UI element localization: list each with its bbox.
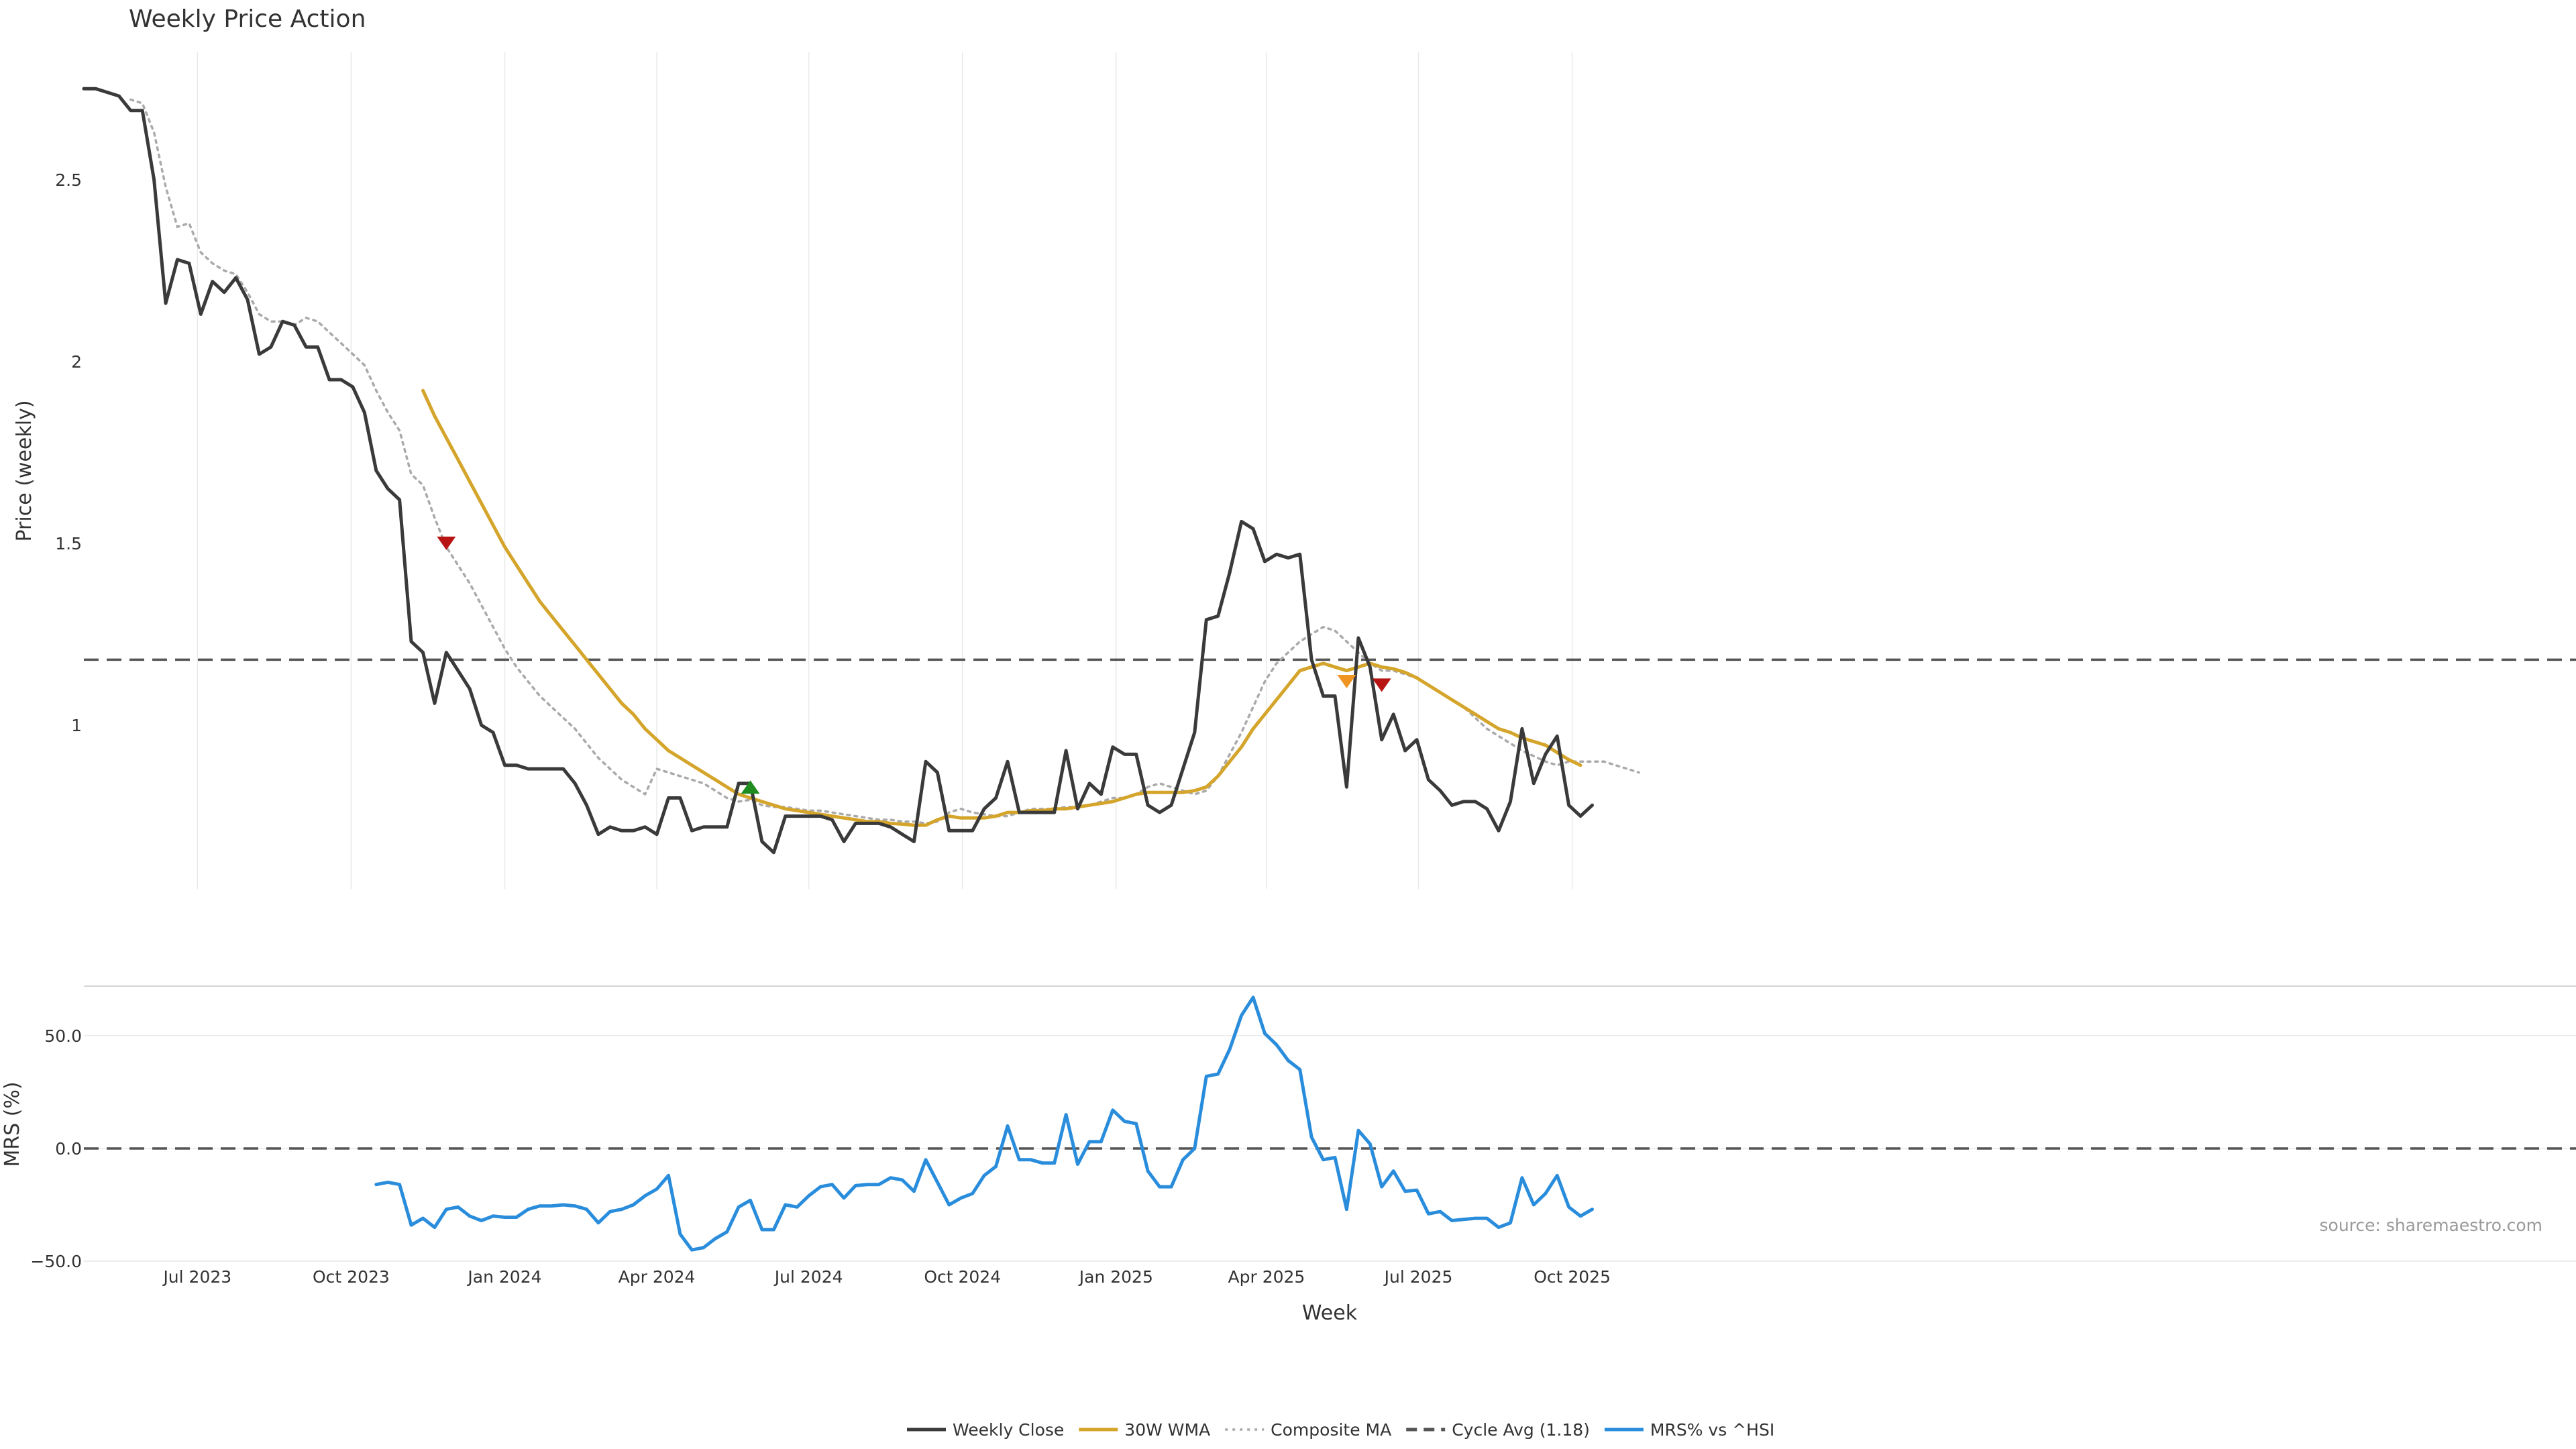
- x-tick-label: Jul 2024: [773, 1267, 843, 1287]
- legend-item: Weekly Close: [907, 1420, 1064, 1440]
- price-y-tick-label: 1: [71, 716, 82, 735]
- weekly-close-line: [82, 87, 1594, 855]
- x-tick-label: Oct 2025: [1534, 1267, 1611, 1287]
- mrs-y-tick-label: −50.0: [30, 1252, 82, 1271]
- signal-markers: [437, 536, 1391, 794]
- price-y-tick-labels: 1 1.5 2 2.5: [55, 170, 82, 735]
- legend-label: Cycle Avg (1.18): [1452, 1420, 1590, 1440]
- x-tick-label: Oct 2023: [313, 1267, 390, 1287]
- legend-label: Weekly Close: [953, 1420, 1064, 1440]
- mrs-y-tick-label: 0.0: [55, 1139, 82, 1159]
- x-tick-label: Oct 2024: [924, 1267, 1001, 1287]
- mrs-y-tick-label: 50.0: [44, 1026, 82, 1046]
- legend: Weekly Close 30W WMA Composite MA Cycle Avg…: [907, 1420, 1774, 1440]
- price-y-axis-label: Price (weekly): [13, 400, 36, 541]
- price-series-lines: [82, 87, 1640, 855]
- x-tick-labels: Jul 2023 Oct 2023 Jan 2024 Apr 2024 Jul 2024…: [162, 1267, 1611, 1287]
- x-tick-label: Apr 2025: [1228, 1267, 1305, 1287]
- legend-label: 30W WMA: [1124, 1420, 1210, 1440]
- x-tick-label: Jan 2025: [1078, 1267, 1153, 1287]
- source-watermark: source: sharemaestro.com: [2320, 1216, 2543, 1235]
- x-tick-label: Jul 2023: [162, 1267, 231, 1287]
- composite-ma-line: [129, 98, 1640, 825]
- legend-item: MRS% vs ^HSI: [1604, 1420, 1774, 1440]
- price-y-tick-label: 2.5: [55, 170, 82, 190]
- mrs-y-axis-label: MRS (%): [1, 1081, 24, 1167]
- price-panel-gridlines: [197, 52, 1573, 889]
- legend-label: Composite MA: [1271, 1420, 1391, 1440]
- sell-signal-marker: [437, 536, 456, 550]
- price-y-tick-label: 1.5: [55, 534, 82, 553]
- price-y-tick-label: 2: [71, 352, 82, 372]
- mrs-y-tick-labels: −50.0 0.0 50.0: [30, 1026, 82, 1271]
- x-axis-label: Week: [1302, 1301, 1358, 1325]
- buy-signal-marker: [741, 780, 760, 794]
- legend-item: 30W WMA: [1079, 1420, 1210, 1440]
- x-tick-label: Jan 2024: [466, 1267, 541, 1287]
- mrs-vs-hsi-line: [374, 996, 1594, 1252]
- legend-item: Composite MA: [1225, 1420, 1391, 1440]
- mrs-series-lines: [374, 996, 1594, 1252]
- legend-item: Cycle Avg (1.18): [1406, 1420, 1590, 1440]
- 30w-wma-line: [421, 388, 1582, 827]
- chart-title: Weekly Price Action: [129, 5, 366, 33]
- sell-signal-marker: [1372, 678, 1391, 692]
- x-tick-label: Apr 2024: [619, 1267, 696, 1287]
- legend-label: MRS% vs ^HSI: [1650, 1420, 1774, 1440]
- sell-signal-marker: [1337, 674, 1356, 688]
- x-tick-label: Jul 2025: [1383, 1267, 1453, 1287]
